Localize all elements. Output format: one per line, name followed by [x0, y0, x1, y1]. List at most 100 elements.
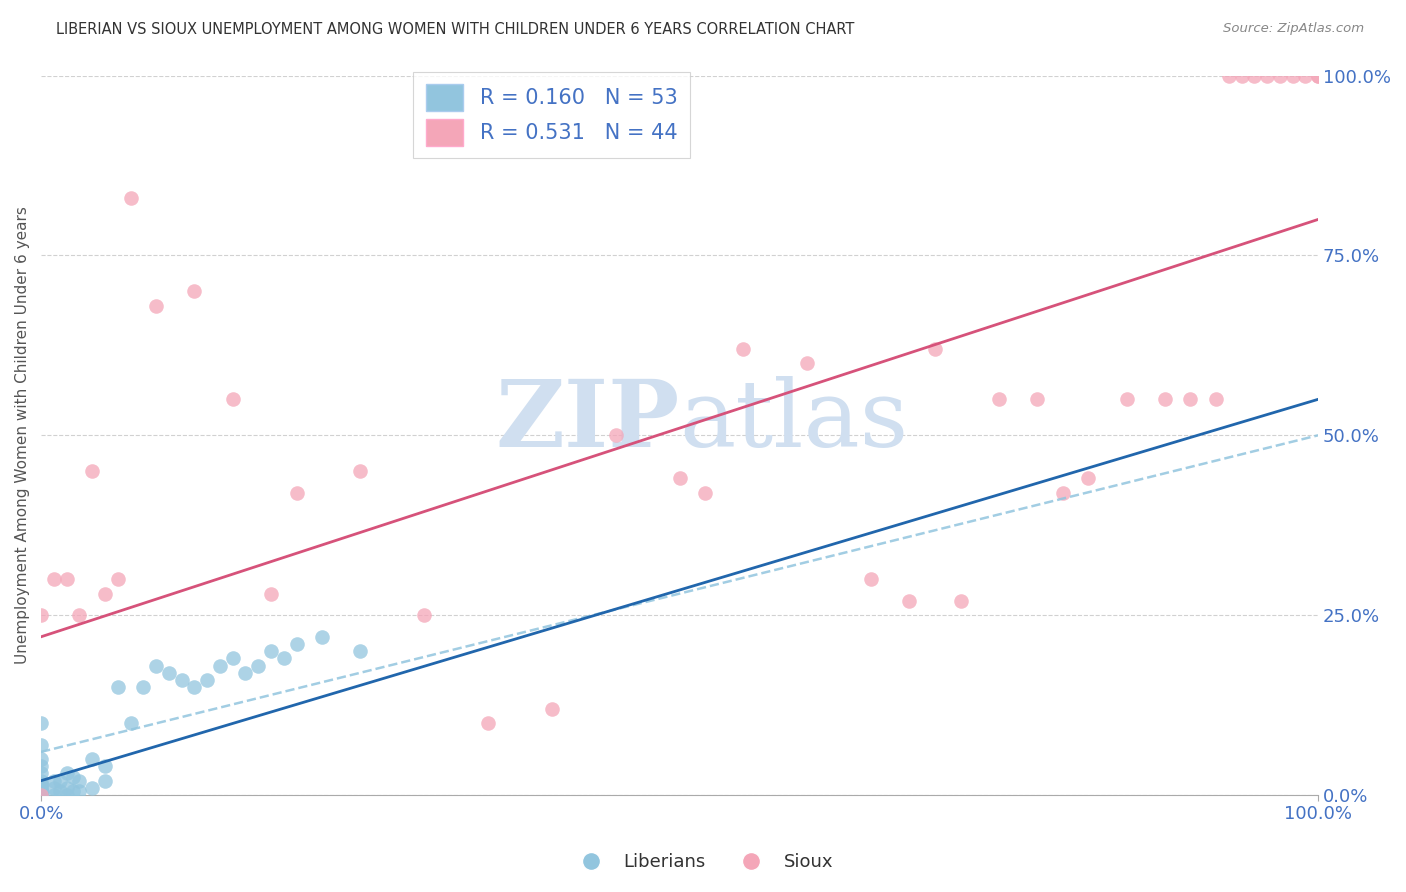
- Point: [55, 788, 77, 802]
- Point: [30, 788, 52, 802]
- Point: [30, 759, 52, 773]
- Point: [49, 784, 72, 798]
- Point: [30, 788, 52, 802]
- Point: [273, 651, 295, 665]
- Point: [1230, 69, 1253, 83]
- Point: [235, 665, 257, 680]
- Point: [285, 637, 308, 651]
- Text: atlas: atlas: [679, 376, 908, 466]
- Point: [285, 486, 308, 500]
- Point: [145, 658, 167, 673]
- Point: [49, 773, 72, 788]
- Point: [1205, 392, 1227, 407]
- Point: [30, 788, 52, 802]
- Point: [30, 788, 52, 802]
- Point: [62, 784, 84, 798]
- Point: [30, 777, 52, 791]
- Point: [30, 788, 52, 802]
- Point: [120, 716, 142, 731]
- Point: [183, 285, 205, 299]
- Y-axis label: Unemployment Among Women with Children Under 6 years: Unemployment Among Women with Children U…: [15, 206, 30, 665]
- Text: ZIP: ZIP: [495, 376, 679, 466]
- Point: [541, 702, 564, 716]
- Point: [42, 773, 65, 788]
- Point: [477, 716, 499, 731]
- Point: [1026, 392, 1049, 407]
- Point: [55, 766, 77, 780]
- Point: [30, 788, 52, 802]
- Point: [82, 464, 104, 478]
- Point: [30, 608, 52, 623]
- Point: [145, 299, 167, 313]
- Point: [170, 673, 193, 687]
- Point: [733, 342, 755, 356]
- Point: [183, 680, 205, 694]
- Point: [1115, 392, 1137, 407]
- Point: [67, 784, 90, 798]
- Point: [94, 586, 117, 600]
- Point: [30, 784, 52, 798]
- Point: [107, 680, 129, 694]
- Point: [924, 342, 946, 356]
- Legend: R = 0.160   N = 53, R = 0.531   N = 44: R = 0.160 N = 53, R = 0.531 N = 44: [413, 71, 690, 159]
- Point: [349, 464, 371, 478]
- Point: [1154, 392, 1177, 407]
- Point: [42, 780, 65, 795]
- Point: [413, 608, 436, 623]
- Point: [55, 572, 77, 586]
- Point: [349, 644, 371, 658]
- Point: [1268, 69, 1291, 83]
- Point: [94, 759, 117, 773]
- Point: [30, 716, 52, 731]
- Point: [1243, 69, 1265, 83]
- Point: [30, 752, 52, 766]
- Point: [55, 780, 77, 795]
- Point: [30, 788, 52, 802]
- Text: LIBERIAN VS SIOUX UNEMPLOYMENT AMONG WOMEN WITH CHILDREN UNDER 6 YEARS CORRELATI: LIBERIAN VS SIOUX UNEMPLOYMENT AMONG WOM…: [56, 22, 855, 37]
- Point: [247, 658, 270, 673]
- Point: [796, 356, 818, 370]
- Point: [898, 594, 921, 608]
- Point: [1294, 69, 1316, 83]
- Point: [30, 738, 52, 752]
- Point: [695, 486, 717, 500]
- Point: [668, 471, 690, 485]
- Point: [987, 392, 1010, 407]
- Point: [1308, 69, 1330, 83]
- Point: [311, 630, 333, 644]
- Point: [1052, 486, 1074, 500]
- Legend: Liberians, Sioux: Liberians, Sioux: [565, 847, 841, 879]
- Point: [1077, 471, 1099, 485]
- Point: [30, 766, 52, 780]
- Point: [67, 608, 90, 623]
- Point: [132, 680, 155, 694]
- Point: [42, 572, 65, 586]
- Point: [1218, 69, 1240, 83]
- Point: [221, 651, 243, 665]
- Point: [30, 777, 52, 791]
- Point: [67, 773, 90, 788]
- Point: [260, 644, 283, 658]
- Point: [260, 586, 283, 600]
- Point: [30, 780, 52, 795]
- Point: [1256, 69, 1278, 83]
- Point: [221, 392, 243, 407]
- Point: [62, 770, 84, 784]
- Text: Source: ZipAtlas.com: Source: ZipAtlas.com: [1223, 22, 1364, 36]
- Point: [42, 788, 65, 802]
- Point: [120, 191, 142, 205]
- Point: [1281, 69, 1303, 83]
- Point: [157, 665, 180, 680]
- Point: [1180, 392, 1202, 407]
- Point: [208, 658, 231, 673]
- Point: [30, 788, 52, 802]
- Point: [94, 773, 117, 788]
- Point: [30, 780, 52, 795]
- Point: [605, 428, 627, 442]
- Point: [107, 572, 129, 586]
- Point: [1308, 69, 1330, 83]
- Point: [195, 673, 218, 687]
- Point: [30, 784, 52, 798]
- Point: [30, 788, 52, 802]
- Point: [30, 773, 52, 788]
